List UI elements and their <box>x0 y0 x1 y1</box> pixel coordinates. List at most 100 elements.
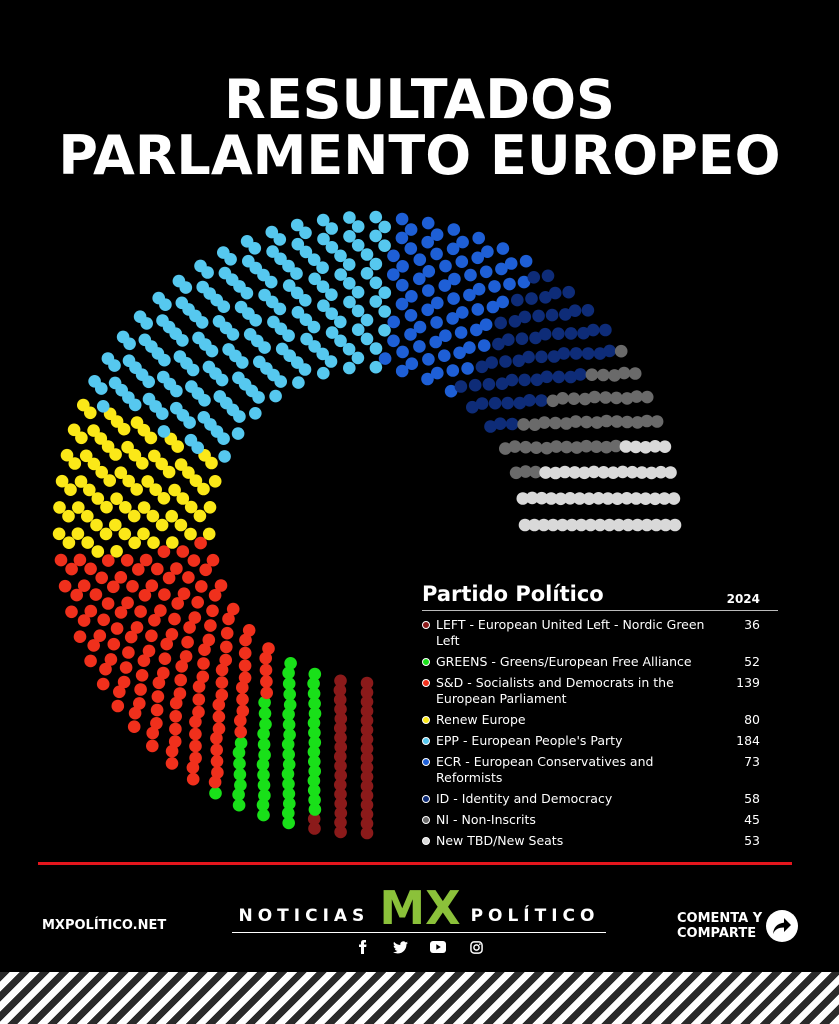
seat-dot <box>192 680 206 693</box>
seat-dot <box>95 465 108 479</box>
seat-dot <box>252 391 265 404</box>
seat-dot <box>72 501 85 514</box>
legend-title: Partido Político <box>422 582 604 606</box>
seat-dot <box>518 310 532 324</box>
seat-dot <box>588 390 601 404</box>
seat-dot <box>209 786 222 800</box>
seat-dot <box>422 265 436 278</box>
seat-dot <box>155 518 169 532</box>
seat-dot <box>421 216 435 230</box>
youtube-icon[interactable] <box>430 939 446 955</box>
seat-dot <box>257 778 271 792</box>
seat-dot <box>282 748 296 761</box>
seat-dot <box>182 571 195 584</box>
seat-dot <box>599 323 612 337</box>
seat-dot <box>387 315 401 329</box>
seat-dot <box>413 272 426 286</box>
seat-dot <box>308 764 322 778</box>
seat-dot <box>307 253 321 266</box>
seat-dot <box>84 604 98 618</box>
seat-dot <box>282 677 296 690</box>
seat-dot <box>283 728 296 742</box>
seat-dot <box>597 466 610 479</box>
seat-dot <box>519 440 532 454</box>
legend-item: ECR - European Conservatives and Reformi… <box>422 754 778 786</box>
seat-dot <box>291 237 305 251</box>
seat-dot <box>234 778 247 792</box>
seat-dot <box>183 621 196 634</box>
comment-share-button[interactable]: COMENTA Y COMPARTE <box>677 910 799 942</box>
seat-dot <box>113 685 126 699</box>
seat-dot <box>88 375 101 388</box>
seat-dot <box>170 562 183 575</box>
seat-dot <box>307 677 320 690</box>
seat-dot <box>475 360 489 374</box>
seat-dot <box>639 492 652 506</box>
seat-dot <box>640 390 654 404</box>
seat-dot <box>360 808 374 821</box>
striped-footer-band <box>0 972 839 1024</box>
seat-dot <box>208 589 222 602</box>
seat-dot <box>659 518 672 532</box>
seat-dot <box>369 276 383 290</box>
seat-dot <box>515 332 529 346</box>
seat-dot <box>334 759 347 773</box>
seat-dot <box>282 708 295 721</box>
seat-dot <box>166 536 179 549</box>
seat-dot <box>215 663 229 677</box>
share-arrow-icon[interactable] <box>766 910 799 942</box>
seat-dot <box>488 396 502 410</box>
seat-dot <box>258 341 271 354</box>
seat-dot <box>162 571 176 585</box>
seat-dot <box>114 466 128 480</box>
seat-dot <box>610 391 623 405</box>
seat-dot <box>325 241 339 254</box>
seat-dot <box>439 329 452 343</box>
facebook-icon[interactable] <box>354 939 370 955</box>
seat-dot <box>429 335 443 349</box>
seat-dot <box>290 267 303 280</box>
seat-dot <box>488 280 501 293</box>
seat-dot <box>284 657 297 670</box>
seat-dot <box>378 286 392 300</box>
seat-dot <box>146 739 159 753</box>
seat-dot <box>187 554 201 567</box>
site-url-link[interactable]: MXPOLÍTICO.NET <box>42 918 167 933</box>
twitter-icon[interactable] <box>392 939 408 955</box>
legend-item: LEFT - European United Left - Nordic Gre… <box>422 617 778 649</box>
seat-dot <box>238 659 252 672</box>
seat-dot <box>603 518 616 532</box>
seat-dot <box>191 596 204 609</box>
instagram-icon[interactable] <box>468 939 484 955</box>
seat-dot <box>446 364 460 377</box>
seat-dot <box>395 231 409 245</box>
seat-dot <box>192 705 205 719</box>
seat-dot <box>369 342 383 355</box>
seat-dot <box>461 362 474 375</box>
seat-dot <box>396 278 409 292</box>
legend-value: 52 <box>744 654 760 669</box>
seat-dot <box>422 284 435 297</box>
seat-dot <box>189 751 202 765</box>
seat-dot <box>130 621 144 634</box>
seat-dot <box>119 661 133 674</box>
seat-dot <box>499 442 512 455</box>
page-title: RESULTADOS PARLAMENTO EUROPEO <box>0 72 839 184</box>
seat-dot <box>259 663 273 677</box>
seat-dot <box>545 308 559 322</box>
seat-dot <box>194 536 207 550</box>
seat-dot <box>74 475 88 488</box>
seat-dot <box>369 210 383 224</box>
seat-dot <box>204 619 217 632</box>
seat-dot <box>470 323 483 337</box>
seat-dot <box>387 249 400 263</box>
seat-dot <box>496 242 510 255</box>
seat-dot <box>404 309 418 322</box>
seat-dot <box>360 695 374 709</box>
seat-dot <box>145 629 158 643</box>
seat-dot <box>360 789 374 802</box>
seat-dot <box>580 439 593 453</box>
seat-dot <box>308 736 322 749</box>
seat-dot <box>584 518 597 532</box>
seat-dot <box>300 332 313 346</box>
